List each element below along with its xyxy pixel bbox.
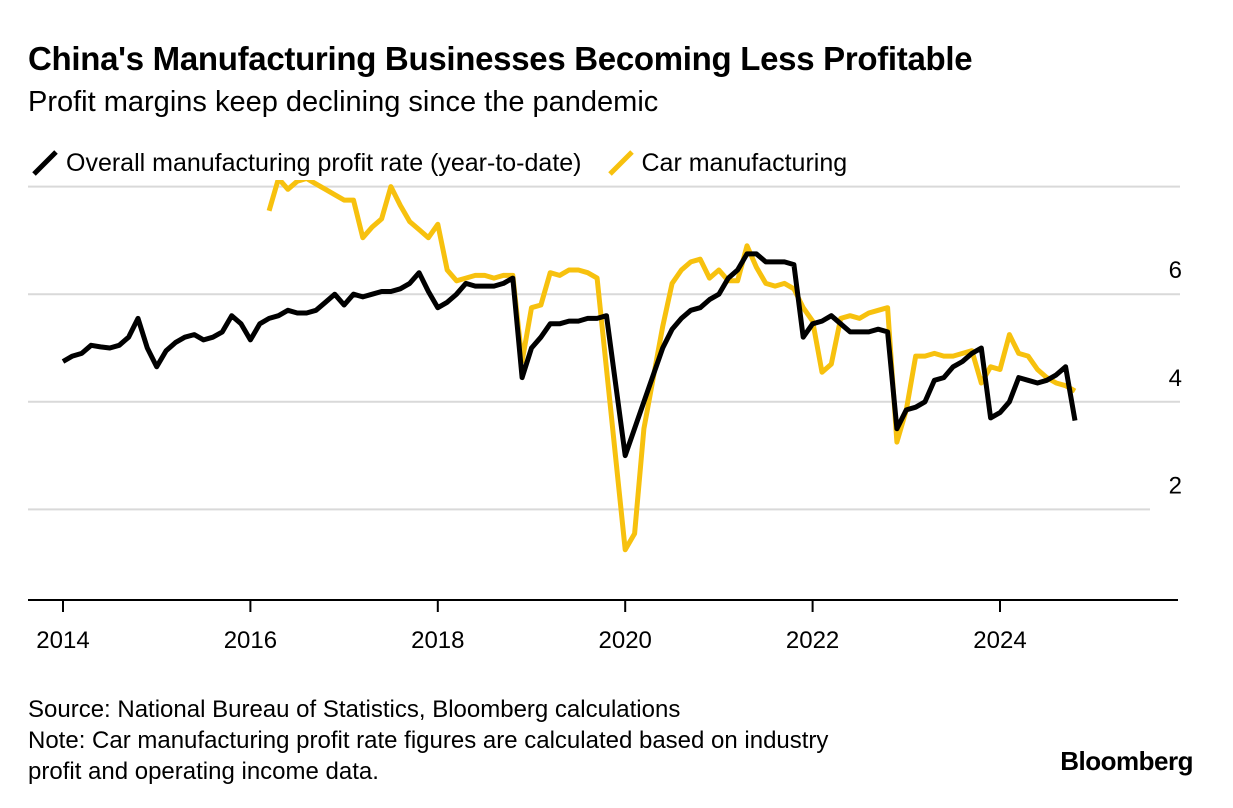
footnote: Source: National Bureau of Statistics, B… bbox=[28, 694, 828, 787]
legend-label-car: Car manufacturing bbox=[641, 148, 848, 177]
x-tick-label: 2016 bbox=[224, 627, 277, 654]
x-tick-label: 2022 bbox=[786, 627, 839, 654]
method-note-line-2: profit and operating income data. bbox=[28, 758, 379, 785]
x-axis bbox=[28, 599, 1178, 612]
legend-item-overall: Overall manufacturing profit rate (year-… bbox=[28, 146, 582, 180]
series-line-car bbox=[266, 180, 1077, 553]
y-tick-label: 4 bbox=[1169, 365, 1182, 392]
bloomberg-logo: Bloomberg bbox=[1060, 746, 1193, 776]
x-tick-label: 2018 bbox=[411, 627, 464, 654]
legend-label-overall: Overall manufacturing profit rate (year-… bbox=[66, 148, 582, 177]
x-tick-label: 2014 bbox=[36, 627, 89, 654]
series-line-overall bbox=[61, 251, 1078, 459]
legend-swatch-car bbox=[607, 150, 634, 176]
x-tick-label: 2024 bbox=[973, 627, 1026, 654]
legend: Overall manufacturing profit rate (year-… bbox=[28, 146, 869, 180]
chart-subtitle: Profit margins keep declining since the … bbox=[28, 86, 659, 118]
y-tick-label: 6 bbox=[1169, 257, 1182, 284]
series-lines bbox=[61, 180, 1078, 553]
y-tick-label: 2 bbox=[1169, 472, 1182, 499]
legend-swatch-overall bbox=[32, 150, 58, 176]
source-note: Source: National Bureau of Statistics, B… bbox=[28, 696, 681, 723]
method-note-line-1: Note: Car manufacturing profit rate figu… bbox=[28, 727, 829, 754]
chart-title: China's Manufacturing Businesses Becomin… bbox=[28, 40, 973, 77]
x-tick-label: 2020 bbox=[599, 627, 652, 654]
legend-item-car: Car manufacturing bbox=[604, 146, 848, 180]
